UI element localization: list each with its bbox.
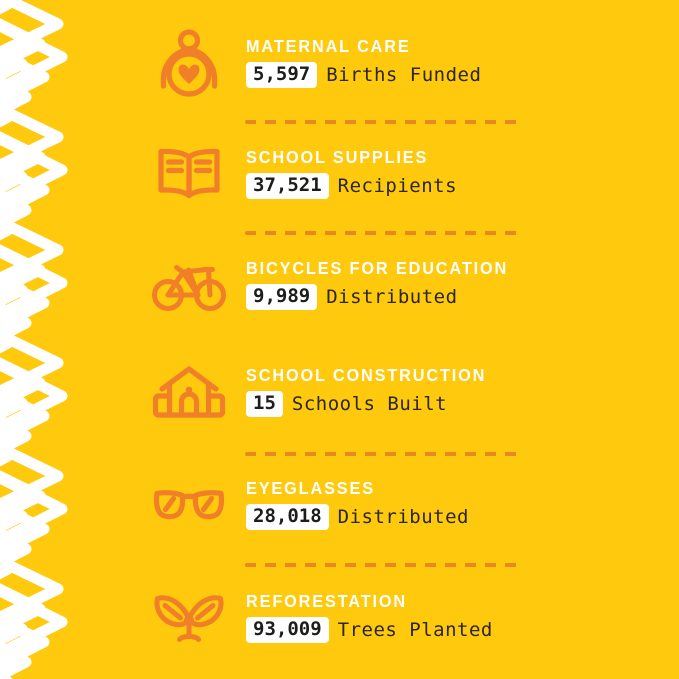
stat-description: Recipients: [337, 174, 458, 197]
sapling-icon: [146, 582, 232, 654]
stat-title: EYEGLASSES: [246, 477, 375, 498]
stat-description: Distributed: [337, 505, 469, 528]
stat-text-block: EYEGLASSES 28,018 Distributed: [246, 477, 469, 531]
stat-description: Trees Planted: [337, 618, 493, 641]
row-divider: [245, 231, 519, 235]
stat-description: Births Funded: [326, 63, 482, 86]
stat-text-block: MATERNAL CARE 5,597 Births Funded: [246, 35, 482, 89]
bicycle-icon: [146, 249, 232, 321]
stat-row: SCHOOL CONSTRUCTION 15 Schools Built: [146, 356, 504, 428]
stat-row: EYEGLASSES 28,018 Distributed: [146, 469, 469, 541]
row-divider: [245, 120, 519, 124]
stat-text-block: BICYCLES FOR EDUCATION 9,989 Distributed: [246, 257, 528, 311]
school-building-icon: [146, 356, 232, 428]
stat-value-badge: 15: [246, 391, 283, 418]
row-divider: [245, 452, 519, 456]
stat-value-line: 15 Schools Built: [246, 391, 504, 418]
stat-value-badge: 5,597: [246, 62, 318, 89]
stat-value-line: 93,009 Trees Planted: [246, 617, 493, 644]
stat-row: SCHOOL SUPPLIES 37,521 Recipients: [146, 138, 457, 210]
stat-value-line: 9,989 Distributed: [246, 284, 528, 311]
maternal-care-icon: [146, 27, 232, 99]
open-book-icon: [146, 138, 232, 210]
eyeglasses-icon: [146, 469, 232, 541]
stat-text-block: SCHOOL SUPPLIES 37,521 Recipients: [246, 146, 458, 200]
stat-title: REFORESTATION: [246, 590, 408, 611]
stat-value-line: 28,018 Distributed: [246, 504, 469, 531]
stat-row: MATERNAL CARE 5,597 Births Funded: [146, 27, 481, 99]
stat-text-block: SCHOOL CONSTRUCTION 15 Schools Built: [246, 364, 504, 418]
stat-value-line: 5,597 Births Funded: [246, 62, 482, 89]
stat-value-line: 37,521 Recipients: [246, 173, 458, 200]
stat-title: BICYCLES FOR EDUCATION: [246, 257, 509, 278]
stat-description: Distributed: [326, 285, 458, 308]
row-divider: [245, 563, 519, 567]
stat-value-badge: 9,989: [246, 284, 318, 311]
stat-value-badge: 93,009: [246, 617, 329, 644]
stat-value-badge: 28,018: [246, 504, 329, 531]
stat-title: MATERNAL CARE: [246, 35, 411, 56]
stat-row: REFORESTATION 93,009 Trees Planted: [146, 582, 493, 654]
stat-row: BICYCLES FOR EDUCATION 9,989 Distributed: [146, 249, 528, 321]
stat-value-badge: 37,521: [246, 173, 329, 200]
stat-description: Schools Built: [291, 392, 448, 415]
stat-text-block: REFORESTATION 93,009 Trees Planted: [246, 590, 493, 644]
stat-title: SCHOOL SUPPLIES: [246, 146, 429, 167]
stat-title: SCHOOL CONSTRUCTION: [246, 364, 487, 385]
